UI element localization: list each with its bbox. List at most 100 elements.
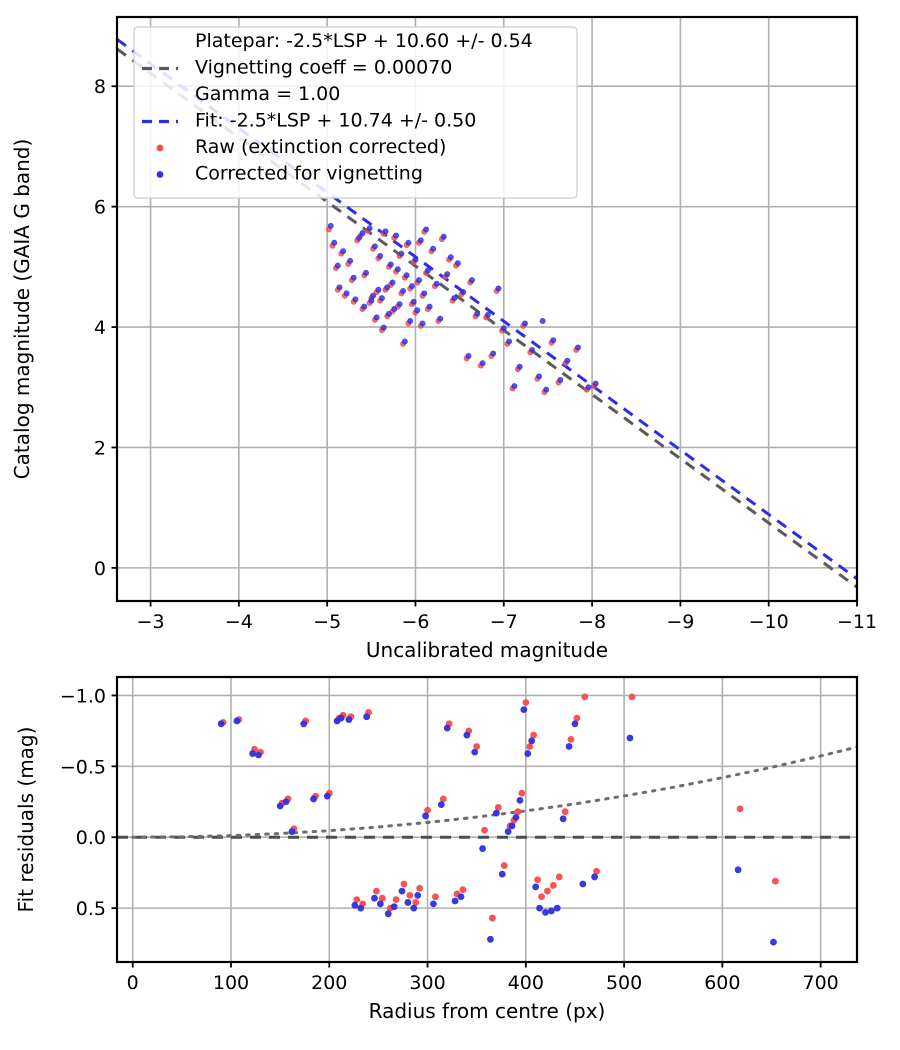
data-point — [581, 693, 589, 701]
data-point — [465, 352, 472, 359]
data-point — [343, 290, 350, 297]
data-point — [454, 260, 461, 267]
data-point — [378, 894, 386, 902]
data-point — [511, 383, 518, 390]
data-point — [571, 720, 579, 728]
y-axis-label: Fit residuals (mag) — [14, 727, 38, 913]
data-point — [391, 305, 398, 312]
data-point — [412, 899, 420, 906]
data-point — [471, 748, 479, 756]
y-tick-label: 0 — [94, 558, 106, 580]
data-point — [382, 228, 389, 235]
legend-dot-icon — [156, 144, 164, 152]
data-point — [463, 731, 471, 739]
data-point — [398, 887, 406, 895]
data-point — [530, 731, 538, 739]
x-axis-label: Radius from centre (px) — [369, 999, 606, 1023]
data-point — [414, 307, 421, 314]
data-point — [403, 272, 410, 279]
axes-fit-residuals: 0 100 200 300 400 500 600 700 0.5 0.0 −0.5 −1.0 Radi… — [14, 675, 859, 1023]
data-point — [474, 310, 481, 317]
data-point — [481, 826, 488, 834]
data-point — [457, 893, 465, 901]
data-point — [433, 280, 440, 287]
data-point — [479, 845, 486, 852]
data-point — [412, 256, 419, 263]
data-point — [539, 318, 546, 325]
data-point — [484, 312, 491, 319]
x-tick-label: 700 — [803, 972, 839, 994]
y-tick-label: −1.0 — [60, 685, 106, 707]
data-point — [473, 743, 481, 750]
x-tick-label: −8 — [578, 611, 606, 633]
data-point — [375, 286, 382, 293]
legend-entry[interactable]: Raw (extinction corrected) — [156, 136, 446, 158]
data-point — [520, 706, 528, 714]
data-point — [363, 269, 370, 276]
data-point — [310, 795, 317, 803]
legend-entry[interactable]: Platepar: -2.5*LSP + 10.60 +/- 0.54 — [195, 30, 533, 52]
data-point — [440, 233, 447, 240]
y-tick-label: 4 — [94, 317, 106, 339]
legend-label: Raw (extinction corrected) — [195, 136, 446, 158]
legend-dot-icon — [156, 171, 164, 178]
data-point — [345, 716, 353, 723]
data-point — [451, 295, 458, 302]
data-point — [300, 720, 308, 728]
y-tick-label: 0.0 — [76, 827, 106, 849]
legend-label: Vignetting coeff = 0.00070 — [195, 57, 452, 79]
y-axis-label: Catalog magnitude (GAIA G band) — [10, 139, 34, 480]
data-point — [593, 867, 600, 875]
data-point — [495, 285, 502, 292]
legend-background — [133, 26, 578, 199]
data-point — [405, 239, 412, 246]
x-tick-label: −10 — [749, 611, 789, 633]
legend-entry[interactable]: Vignetting coeff = 0.00070 — [142, 57, 452, 79]
data-point — [528, 737, 536, 745]
data-point — [363, 713, 371, 721]
data-point — [414, 891, 422, 899]
data-point — [561, 808, 569, 816]
data-point — [376, 900, 384, 908]
data-point — [323, 792, 331, 800]
data-point — [416, 884, 424, 892]
legend-label: Corrected for vignetting — [195, 163, 423, 185]
data-point — [524, 750, 532, 757]
data-point — [400, 287, 407, 294]
data-point — [734, 866, 742, 874]
data-point — [406, 891, 414, 899]
plot-background — [117, 677, 857, 962]
data-point — [387, 261, 394, 268]
data-point — [371, 243, 378, 250]
data-point — [516, 363, 523, 370]
data-point — [514, 808, 522, 816]
x-tick-label: 400 — [508, 972, 544, 994]
x-tick-label: 100 — [213, 972, 249, 994]
plot-content — [117, 693, 857, 946]
x-tick-label: −9 — [666, 611, 694, 633]
data-point — [536, 373, 543, 380]
data-point — [334, 262, 341, 269]
data-point — [559, 815, 567, 823]
legend-label: Gamma = 1.00 — [195, 83, 340, 105]
data-point — [390, 903, 398, 911]
data-point — [394, 266, 401, 273]
legend-entry[interactable]: Corrected for vignetting — [156, 163, 423, 185]
legend-entry[interactable]: Fit: -2.5*LSP + 10.74 +/- 0.50 — [142, 110, 476, 132]
legend-label: Platepar: -2.5*LSP + 10.60 +/- 0.54 — [195, 30, 533, 52]
data-point — [508, 822, 516, 830]
data-point — [437, 315, 444, 322]
data-point — [529, 346, 536, 353]
data-point — [255, 751, 262, 759]
legend-entry[interactable]: Gamma = 1.00 — [195, 83, 340, 105]
data-point — [550, 337, 557, 344]
data-point — [373, 887, 380, 895]
data-point — [565, 743, 573, 750]
data-point — [536, 904, 543, 912]
x-tick-label: 500 — [606, 972, 642, 994]
x-tick-label: 600 — [704, 972, 740, 994]
data-point — [521, 320, 528, 327]
data-point — [373, 314, 380, 321]
data-point — [377, 253, 384, 260]
